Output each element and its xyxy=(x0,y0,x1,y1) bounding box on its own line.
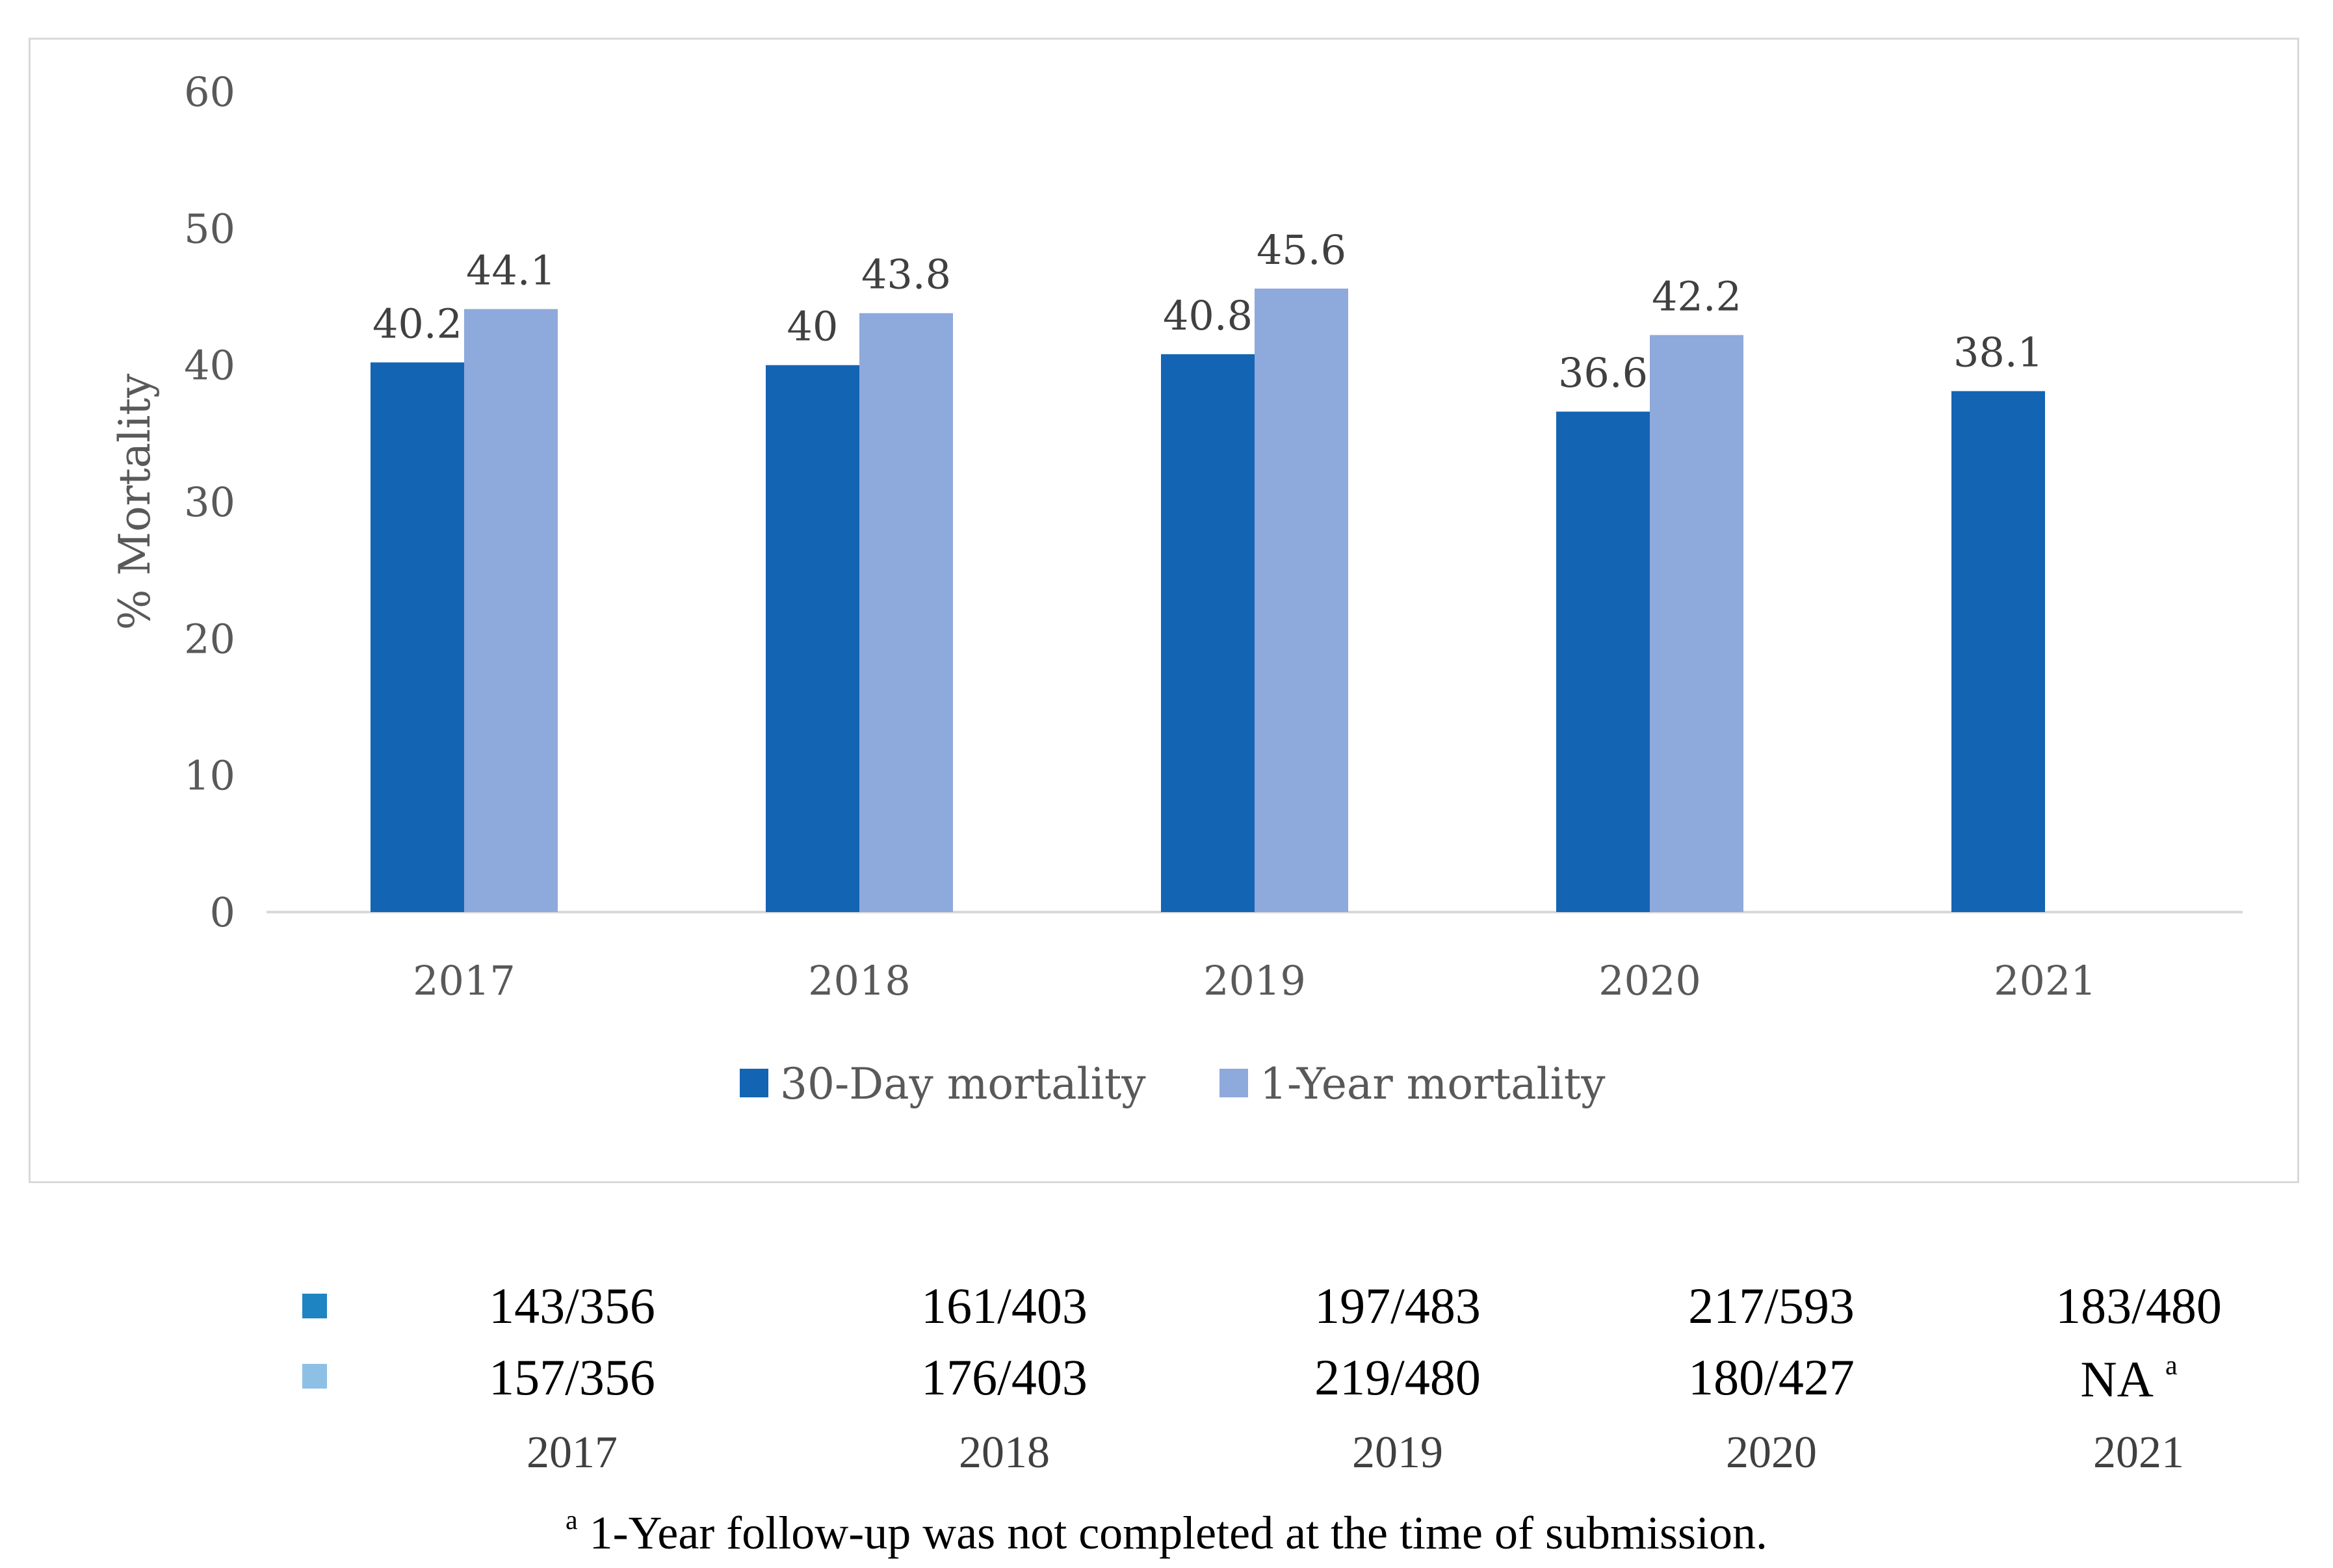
footnote-mark: a xyxy=(565,1506,578,1535)
x-tick-label: 2018 xyxy=(808,957,911,1004)
data-label: 38.1 xyxy=(1953,329,2043,376)
data-label: 45.6 xyxy=(1257,226,1346,274)
data-label: 44.1 xyxy=(466,246,556,294)
data-label: 42.2 xyxy=(1652,272,1741,320)
year-label: 2020 xyxy=(1726,1428,1817,1478)
year-label: 2019 xyxy=(1352,1428,1443,1478)
count-cell: 161/403 xyxy=(921,1277,1088,1334)
count-cell: 197/483 xyxy=(1314,1277,1481,1334)
y-tick-label: 20 xyxy=(184,615,235,662)
count-cell: 180/427 xyxy=(1688,1349,1855,1405)
y-tick-label: 0 xyxy=(210,889,235,936)
bar-1-year-mortality xyxy=(464,309,558,912)
y-tick-label: 40 xyxy=(184,342,235,389)
count-cell: 176/403 xyxy=(921,1349,1088,1405)
bar-1-year-mortality xyxy=(859,313,953,912)
legend-marker-1-year xyxy=(302,1364,327,1389)
data-label: 40.8 xyxy=(1163,292,1253,339)
bar-30-day-mortality xyxy=(766,365,859,912)
footnote: a 1-Year follow-up was not completed at t… xyxy=(0,1507,2333,1556)
x-tick-label: 2020 xyxy=(1598,957,1701,1004)
bar-chart: 0 10 20 30 40 50 60 % Mortality 40.244.1 2017 40 43… xyxy=(110,68,2243,1109)
y-axis-title: % Mortality xyxy=(110,373,160,630)
chart-frame xyxy=(29,38,2299,1183)
legend-swatch xyxy=(740,1069,768,1097)
bar-1-year-mortality xyxy=(1650,335,1743,912)
legend-marker-30-day xyxy=(302,1294,327,1318)
na-text: NA xyxy=(2080,1351,2154,1407)
bar-30-day-mortality xyxy=(1951,391,2045,912)
y-tick-label: 10 xyxy=(184,752,235,800)
year-label: 2017 xyxy=(527,1428,618,1478)
year-label: 2018 xyxy=(959,1428,1050,1478)
count-cell: 219/480 xyxy=(1314,1349,1481,1405)
x-tick-label: 2021 xyxy=(1994,957,2096,1004)
legend-label: 1-Year mortality xyxy=(1260,1059,1606,1109)
x-tick-label: 2017 xyxy=(413,957,515,1004)
bar-30-day-mortality xyxy=(371,362,464,912)
footnote-text: 1-Year follow-up was not completed at th… xyxy=(589,1507,1768,1559)
count-cell: 183/480 xyxy=(2055,1277,2222,1334)
count-cell: 143/356 xyxy=(489,1277,655,1334)
bar-30-day-mortality xyxy=(1556,412,1650,912)
count-cell: 217/593 xyxy=(1688,1277,1855,1334)
legend-swatch xyxy=(1219,1069,1248,1097)
na-footnote-mark: a xyxy=(2165,1351,2178,1381)
count-cell-na: NA a xyxy=(1979,1352,2278,1405)
data-label: 36.6 xyxy=(1558,349,1648,397)
y-tick-label: 30 xyxy=(184,478,235,526)
data-label: 40.2 xyxy=(372,300,462,347)
year-label: 2021 xyxy=(2093,1428,2184,1478)
x-tick-label: 2019 xyxy=(1203,957,1306,1004)
legend-label: 30-Day mortality xyxy=(780,1059,1146,1109)
data-label: 43.8 xyxy=(861,251,951,298)
bar-1-year-mortality xyxy=(1255,288,1348,912)
count-cell: 157/356 xyxy=(489,1349,655,1405)
bar-30-day-mortality xyxy=(1161,354,1255,912)
y-tick-label: 60 xyxy=(184,68,235,116)
data-label: 40 xyxy=(787,303,839,350)
y-tick-label: 50 xyxy=(184,205,235,252)
